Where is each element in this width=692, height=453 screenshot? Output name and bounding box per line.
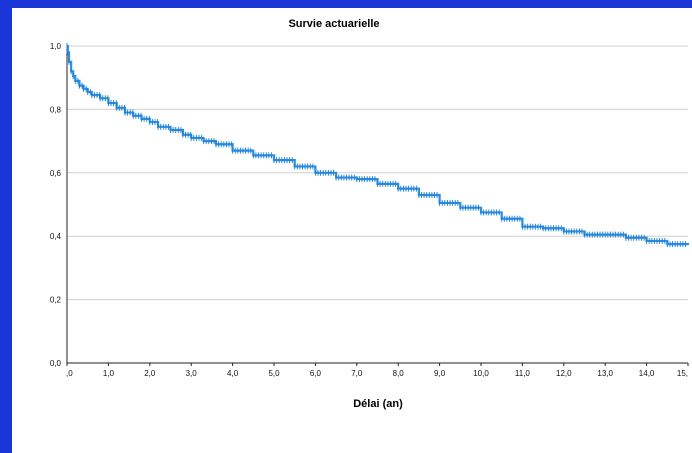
x-tick-label: 7,0: [351, 369, 363, 378]
y-tick-label: 0,0: [50, 359, 62, 368]
x-tick-label: ,0: [66, 369, 73, 378]
y-tick-label: 0,4: [50, 232, 62, 241]
x-tick-label: 4,0: [227, 369, 239, 378]
x-tick-label: 5,0: [268, 369, 280, 378]
y-tick-label: 0,2: [50, 296, 62, 305]
x-tick-label: 15,: [677, 369, 688, 378]
x-tick-label: 3,0: [186, 369, 198, 378]
x-tick-labels: ,0 1,0 2,0 3,0 4,0 5,0 6,0 7,0 8,0 9,0 10,0 11,0 12,…: [66, 369, 688, 378]
chart-panel: Survie actuarielle 0,0 0,2 0,4 0,6 0,8 1,0 ,0…: [12, 8, 692, 453]
y-tick-label: 1,0: [50, 42, 62, 51]
axes: [66, 46, 689, 366]
survival-curve: [66, 44, 690, 246]
x-tick-label: 11,0: [515, 369, 531, 378]
y-tick-label: 0,6: [50, 169, 62, 178]
censor-marks: [66, 43, 686, 248]
x-tick-label: 1,0: [103, 369, 115, 378]
x-tick-label: 12,0: [556, 369, 572, 378]
x-tick-label: 9,0: [434, 369, 446, 378]
x-tick-label: 14,0: [639, 369, 655, 378]
x-tick-label: 8,0: [393, 369, 405, 378]
x-tick-label: 2,0: [144, 369, 156, 378]
survival-chart: Survie actuarielle 0,0 0,2 0,4 0,6 0,8 1,0 ,0…: [50, 18, 690, 410]
grid-lines: [67, 45, 688, 301]
series-layer: [66, 43, 690, 248]
x-tick-label: 6,0: [310, 369, 322, 378]
x-axis-title: Délai (an): [353, 398, 403, 410]
y-tick-labels: 0,0 0,2 0,4 0,6 0,8 1,0: [50, 42, 62, 368]
y-tick-label: 0,8: [50, 105, 62, 114]
chart-title: Survie actuarielle: [288, 18, 379, 30]
x-tick-label: 10,0: [473, 369, 489, 378]
x-tick-label: 13,0: [597, 369, 613, 378]
